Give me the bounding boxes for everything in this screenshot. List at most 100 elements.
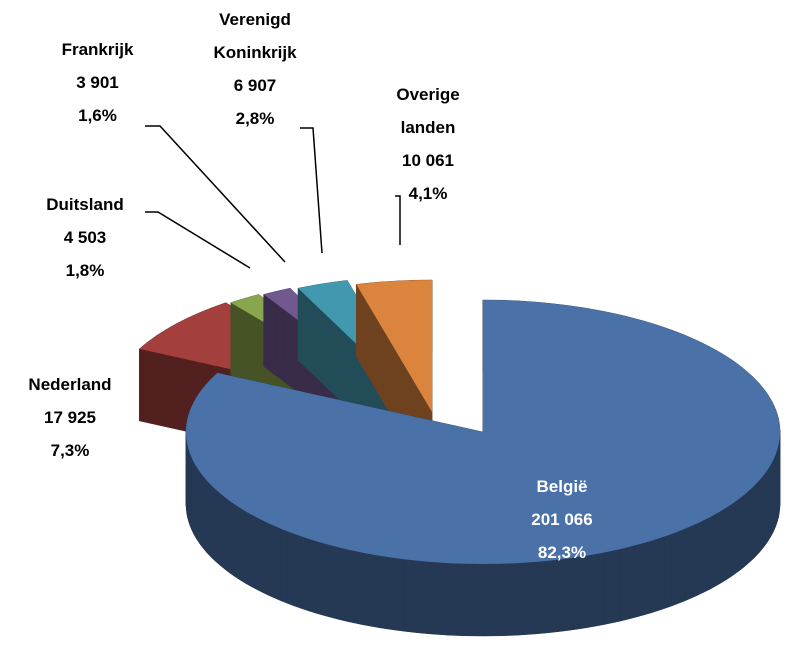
slice-side	[544, 559, 554, 634]
value-label: 10 061	[402, 151, 454, 170]
slice-name: Verenigd Koninkrijk	[213, 10, 297, 62]
slice-side	[770, 460, 773, 539]
slice-side	[256, 516, 263, 593]
slice-side	[345, 548, 355, 624]
slice-side	[353, 550, 363, 625]
slice-side	[447, 562, 457, 636]
slice-name: België	[536, 477, 588, 496]
value-label: 6 907	[233, 76, 277, 95]
slice-side	[234, 504, 241, 581]
data-label: Frankrijk 3 901 1,6%	[40, 33, 155, 132]
slice-side	[429, 561, 439, 635]
data-label: Nederland 17 925 7,3%	[5, 368, 135, 467]
slice-side	[361, 552, 371, 627]
leader-lines	[145, 125, 401, 269]
slice	[356, 280, 432, 412]
slice-side	[527, 561, 537, 635]
slice-side	[395, 557, 405, 632]
percent-label: 82,3%	[537, 543, 587, 562]
leader-line	[300, 127, 323, 254]
slice-group	[185, 299, 781, 637]
value-label: 3 901	[76, 73, 119, 92]
slice-side	[482, 563, 493, 637]
slice-side	[287, 531, 295, 607]
slice-side	[230, 300, 238, 376]
value-label: 17 925	[44, 408, 96, 427]
slice-side	[725, 504, 732, 581]
slice-side	[720, 507, 727, 584]
slice-side	[195, 464, 199, 542]
slice-side	[206, 479, 211, 557]
slice-side	[697, 519, 704, 596]
slice	[186, 300, 780, 564]
leader-line	[145, 125, 286, 263]
slice-side	[263, 292, 271, 367]
slice-side	[650, 538, 658, 614]
leader-line	[395, 195, 401, 245]
slice-name: Duitsland	[46, 195, 124, 214]
slice-side	[297, 286, 307, 361]
percent-label: 4,1%	[408, 184, 448, 203]
slice-side	[420, 560, 431, 635]
slice-side	[765, 468, 769, 546]
slice-side	[200, 472, 204, 550]
slice-side	[762, 472, 766, 550]
slice-name: Overige landen	[396, 85, 460, 137]
slice-side	[678, 528, 686, 604]
slice-side	[209, 483, 214, 561]
slice-side	[386, 556, 396, 631]
slice-side	[230, 500, 236, 578]
slice-side	[703, 516, 710, 593]
slice-side	[473, 563, 484, 637]
slice-side	[143, 341, 148, 419]
slice-side	[338, 546, 347, 622]
slice-side	[730, 500, 736, 578]
slice-side	[752, 483, 757, 561]
percent-label: 2,8%	[235, 109, 275, 128]
slice-side	[268, 522, 275, 599]
slice-side	[308, 538, 316, 614]
slice-side	[744, 490, 749, 568]
slice-side	[500, 563, 510, 637]
slice-side	[412, 559, 422, 634]
slice-side	[709, 513, 716, 590]
slice-side	[664, 533, 672, 609]
slice-side	[684, 525, 692, 602]
leader-line	[145, 211, 251, 269]
slice-side	[250, 513, 257, 590]
slice-side	[535, 560, 545, 635]
slice-name: Nederland	[28, 375, 112, 394]
slice-side	[221, 493, 227, 571]
slice-side	[315, 540, 324, 616]
slice-side	[217, 490, 222, 568]
slice-side	[301, 536, 309, 612]
slice-side	[748, 486, 753, 564]
slice-side	[635, 542, 644, 618]
slice-side	[378, 555, 388, 630]
value-label: 201 066	[531, 510, 593, 529]
slice-side	[671, 531, 679, 607]
slice-side	[203, 475, 207, 553]
slice-side	[509, 562, 519, 636]
slice-side	[274, 525, 282, 602]
slice-side	[438, 562, 448, 636]
slices	[139, 279, 781, 637]
slice-side	[322, 542, 331, 618]
slice-side	[759, 475, 763, 553]
slice-side	[197, 468, 201, 546]
slice-side	[714, 510, 721, 587]
slice-side	[280, 528, 288, 604]
value-label: 4 503	[63, 228, 107, 247]
slice-side	[225, 497, 231, 574]
data-label: Verenigd Koninkrijk 6 907 2,8%	[190, 3, 320, 135]
slice-side	[553, 558, 563, 633]
percent-label: 1,6%	[78, 106, 117, 125]
slice-side	[213, 486, 218, 564]
percent-label: 7,3%	[50, 441, 90, 460]
slice-side	[739, 494, 745, 571]
data-label: Duitsland 4 503 1,8%	[20, 188, 150, 287]
slice-side	[518, 562, 528, 636]
data-label: Overige landen 10 061 4,1%	[378, 78, 478, 210]
slice-side	[239, 507, 246, 584]
slice-side	[657, 536, 665, 612]
